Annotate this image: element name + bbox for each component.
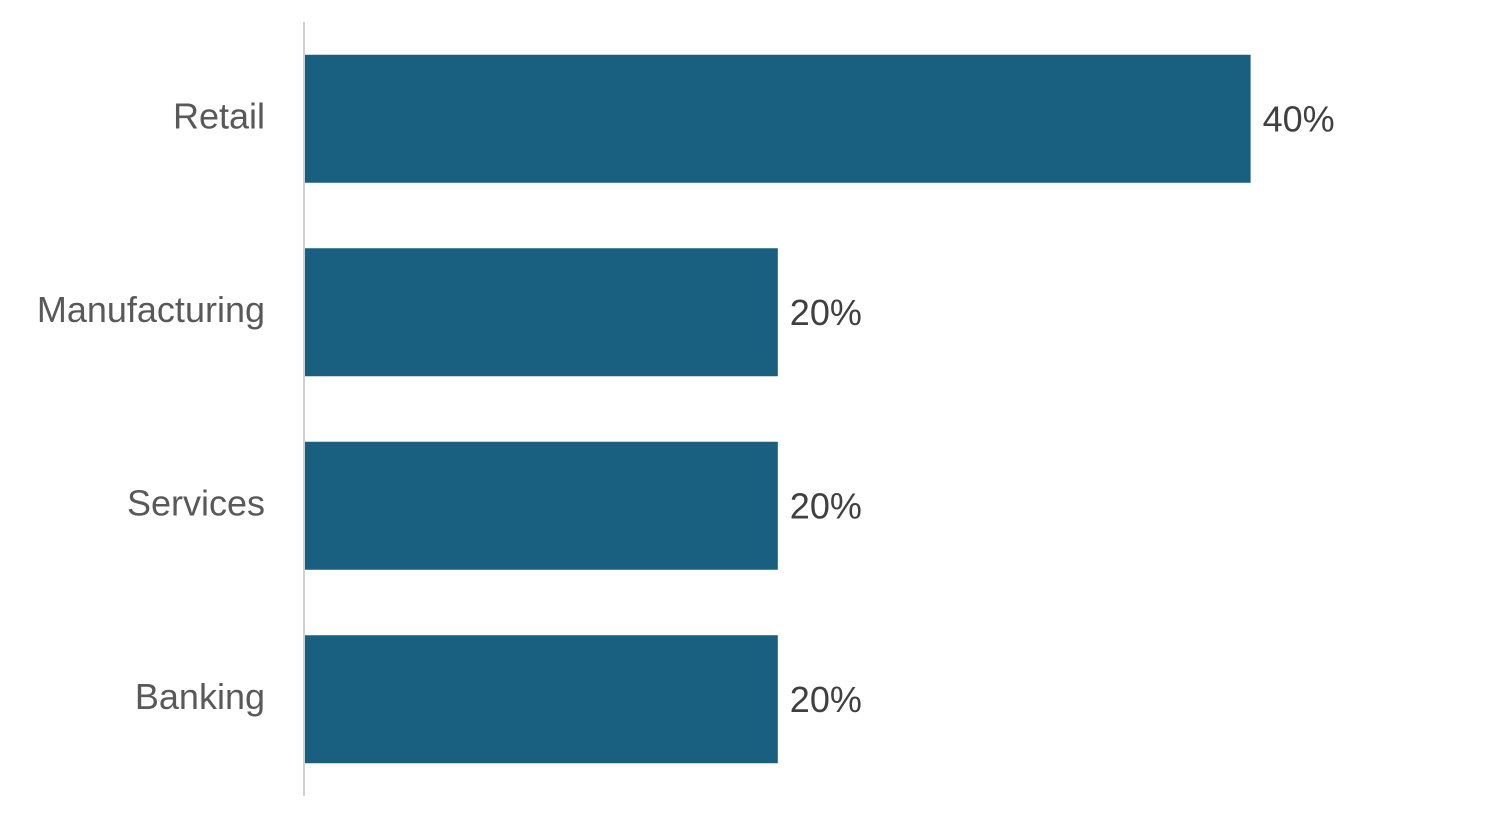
bar [305, 441, 778, 570]
data-label: 40% [1263, 98, 1335, 139]
y-tick-label: Banking [135, 676, 265, 717]
y-tick-label: Services [127, 482, 265, 523]
bar [305, 635, 778, 764]
bar [305, 54, 1251, 183]
data-label: 20% [790, 485, 862, 526]
bar [305, 248, 778, 377]
y-tick-label: Retail [173, 95, 265, 136]
data-label: 20% [790, 292, 862, 333]
y-tick-label: Manufacturing [37, 289, 265, 330]
data-label: 20% [790, 679, 862, 720]
